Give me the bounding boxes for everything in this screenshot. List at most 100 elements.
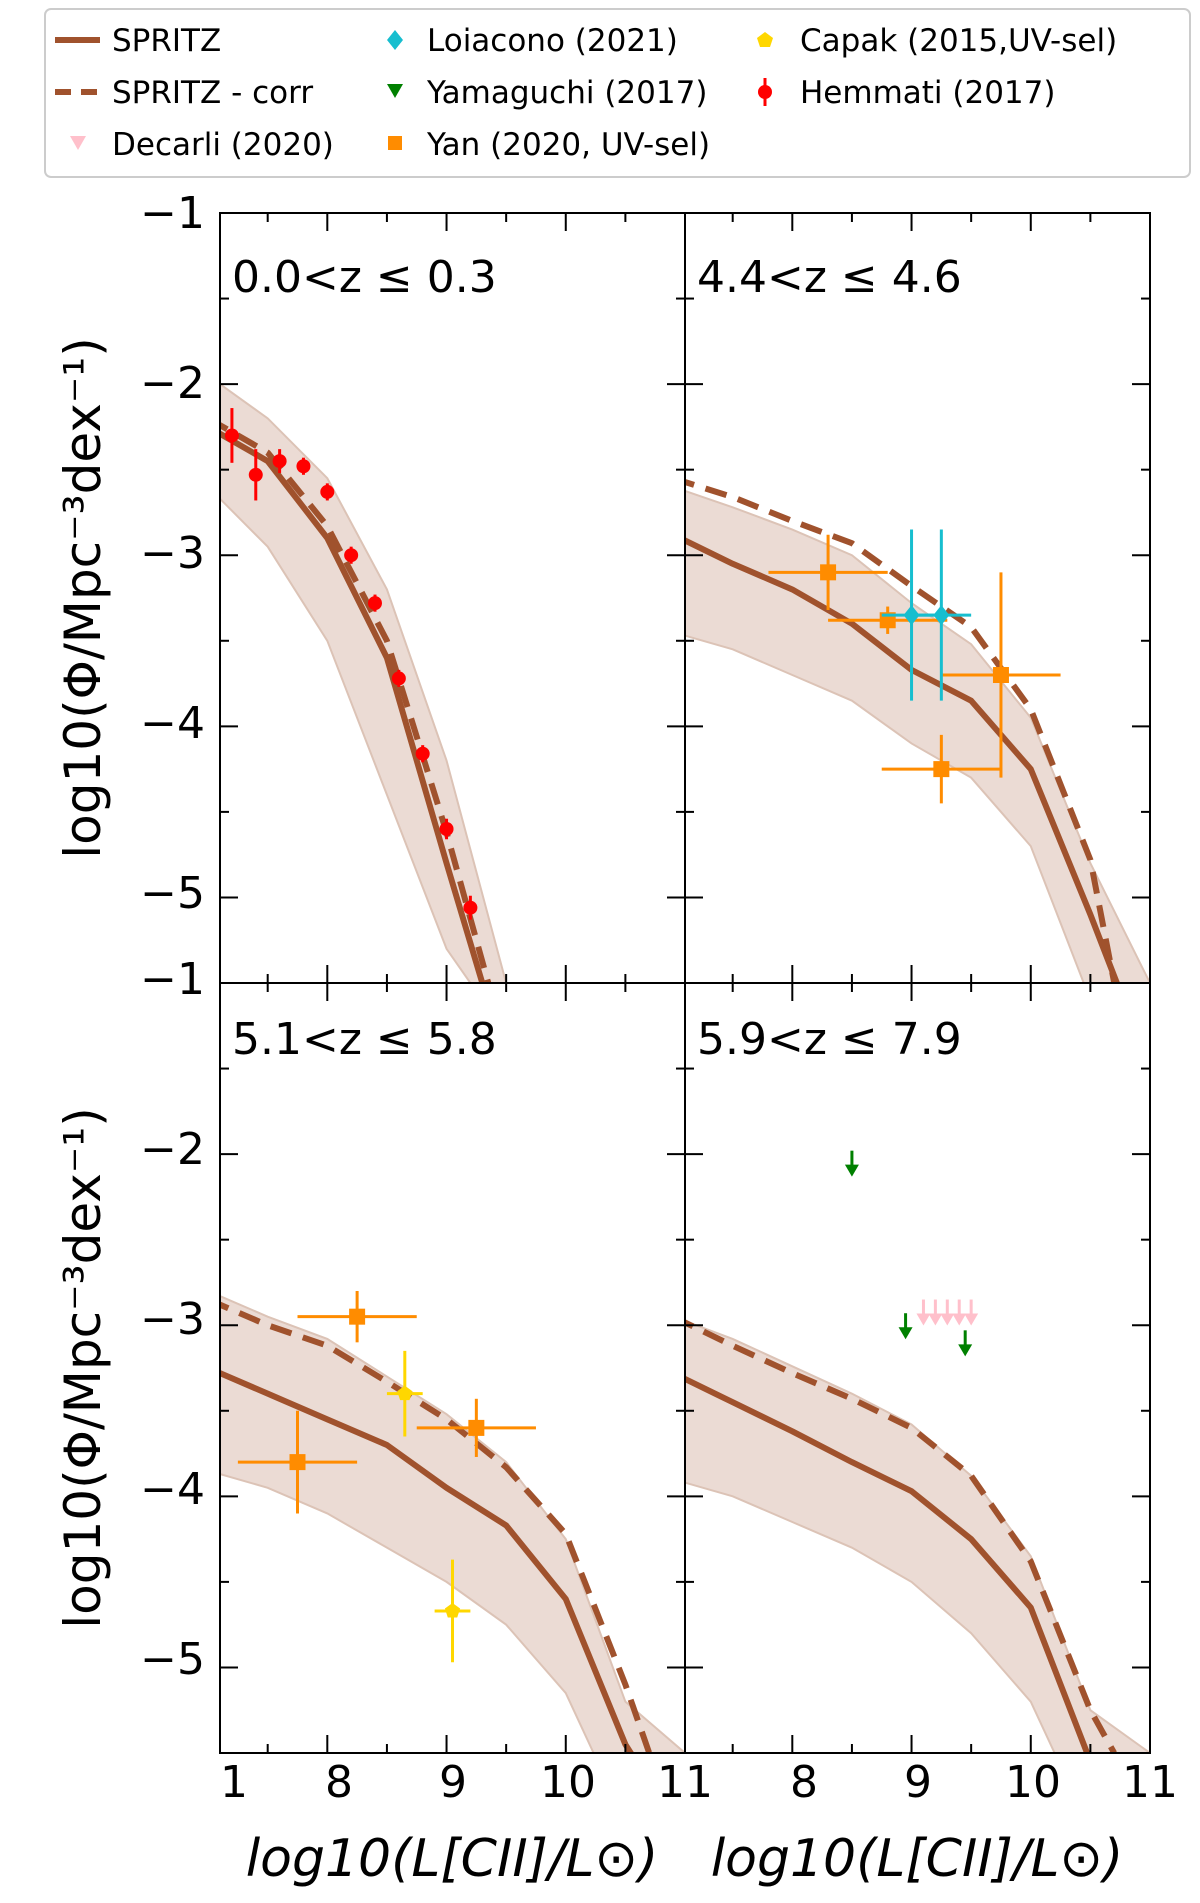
y-tick-label: −3 — [140, 1294, 205, 1345]
triangle-down-icon — [70, 136, 86, 150]
marker-circle — [272, 454, 287, 469]
panel-z-0.0-0.3 — [219, 212, 686, 984]
marker-triangle-down — [940, 1313, 955, 1326]
panel-z-5.9-7.9 — [684, 982, 1151, 1754]
data-point-decarli — [916, 1299, 931, 1326]
legend-entry-yan: Yan (2020, UV-sel) — [388, 127, 710, 163]
marker-circle — [439, 822, 454, 836]
spritz-uncertainty-band — [685, 1320, 1150, 1753]
marker-square — [349, 1308, 366, 1325]
y-tick-label: −4 — [140, 698, 205, 749]
marker-diamond — [933, 605, 950, 626]
marker-circle — [368, 596, 382, 611]
data-point-yamaguchi — [844, 1150, 859, 1177]
panel-title: 5.9<z ≤ 7.9 — [697, 1014, 962, 1065]
data-point-hemmati — [272, 449, 287, 474]
spritz-corr-line — [220, 421, 492, 983]
y-axis-title: log10(Φ/Mpc⁻³dex⁻¹) — [54, 337, 112, 859]
panel-title: 0.0<z ≤ 0.3 — [232, 252, 497, 303]
legend-entry-yamaguchi: Yamaguchi (2017) — [387, 75, 707, 111]
pentagon-icon — [757, 32, 773, 47]
x-tick-labels-right: 11 8 9 10 11 — [657, 1757, 1178, 1808]
plot-area — [220, 1291, 685, 1753]
panel-z-5.1-5.8 — [219, 982, 686, 1754]
data-point-decarli — [952, 1299, 967, 1326]
spritz-corr-line — [220, 1301, 653, 1753]
data-point-hemmati — [391, 669, 406, 687]
y-tick-labels-bottom: −1 −2 −3 −4 −5 — [140, 954, 205, 1685]
spritz-line — [685, 1375, 1091, 1753]
spritz-corr-line — [685, 478, 1118, 983]
x-tick-labels-left: 1 8 9 10 — [220, 1757, 596, 1808]
spritz-corr-line — [685, 1319, 1117, 1753]
data-point-hemmati — [463, 895, 478, 920]
axis-ticks — [685, 982, 1151, 1753]
data-point-hemmati — [296, 457, 311, 475]
marker-circle — [415, 746, 430, 761]
data-point-hemmati — [368, 594, 382, 612]
data-point-yamaguchi — [898, 1313, 913, 1340]
spritz-line — [220, 430, 486, 983]
legend-entry-spritz: SPRITZ — [55, 23, 221, 59]
marker-triangle-down — [958, 1344, 973, 1357]
legend-box — [44, 8, 1191, 178]
plot-area — [685, 478, 1150, 983]
y-tick-label: −1 — [140, 954, 205, 1005]
marker-square — [820, 564, 837, 581]
marker-circle — [463, 900, 478, 915]
data-point-decarli — [940, 1299, 955, 1326]
data-point-decarli — [964, 1299, 979, 1326]
y-tick-labels-top: −1 −2 −3 −4 −5 — [140, 188, 205, 919]
panel-frame — [684, 982, 1151, 1754]
legend: SPRITZ SPRITZ - corr Decarli (2020) Loia… — [44, 8, 1191, 178]
data-point-hemmati — [248, 449, 263, 501]
legend-label: Hemmati (2017) — [800, 75, 1055, 111]
marker-pentagon — [444, 1602, 461, 1618]
spritz-line — [220, 1369, 635, 1753]
marker-square — [468, 1419, 485, 1436]
y-tick-label: −2 — [140, 1124, 205, 1175]
spritz-uncertainty-band — [220, 382, 508, 983]
data-point-yamaguchi — [958, 1330, 973, 1357]
legend-label: Yan (2020, UV-sel) — [426, 127, 710, 163]
panel-title: 5.1<z ≤ 5.8 — [232, 1014, 497, 1065]
legend-entry-spritz-corr: SPRITZ - corr — [55, 75, 313, 111]
y-tick-label: −1 — [140, 188, 205, 239]
data-point-hemmati — [344, 546, 359, 564]
legend-entry-capak: Capak (2015,UV-sel) — [757, 23, 1117, 59]
spritz-uncertainty-band — [685, 489, 1150, 983]
legend-label: SPRITZ — [112, 23, 221, 59]
data-point-hemmati — [439, 818, 454, 840]
data-point-yan — [768, 534, 888, 610]
legend-label: SPRITZ - corr — [112, 75, 313, 111]
x-axis-title: log10(L[CII]/L⊙) — [711, 1829, 1124, 1889]
marker-circle — [320, 484, 335, 499]
x-tick-label: 1 — [220, 1757, 248, 1808]
marker-triangle-down — [916, 1313, 931, 1326]
data-point-decarli — [928, 1299, 943, 1326]
marker-square — [992, 667, 1009, 683]
marker-square — [289, 1454, 306, 1471]
x-tick-label: 10 — [1005, 1757, 1061, 1808]
x-tick-label: 10 — [540, 1757, 596, 1808]
data-point-hemmati — [415, 745, 430, 763]
panel-title: 4.4<z ≤ 4.6 — [697, 252, 962, 303]
square-icon — [388, 136, 402, 150]
data-point-hemmati — [320, 483, 335, 501]
x-tick-label: 9 — [904, 1757, 932, 1808]
legend-entry-decarli: Decarli (2020) — [70, 127, 334, 163]
plot-area — [685, 1150, 1150, 1753]
y-axis-title: log10(Φ/Mpc⁻³dex⁻¹) — [54, 1107, 112, 1629]
x-tick-label: 8 — [790, 1757, 818, 1808]
marker-circle — [224, 428, 239, 443]
y-tick-label: −5 — [140, 1634, 205, 1685]
legend-label: Capak (2015,UV-sel) — [800, 23, 1117, 59]
data-point-yan — [237, 1410, 358, 1514]
legend-label: Loiacono (2021) — [427, 23, 678, 59]
legend-label: Yamaguchi (2017) — [426, 75, 707, 111]
marker-pentagon — [397, 1385, 413, 1401]
x-axis-title: log10(L[CII]/L⊙) — [246, 1829, 659, 1889]
circle-icon — [758, 85, 772, 99]
marker-circle — [248, 467, 263, 482]
data-point-yan — [881, 734, 1001, 804]
